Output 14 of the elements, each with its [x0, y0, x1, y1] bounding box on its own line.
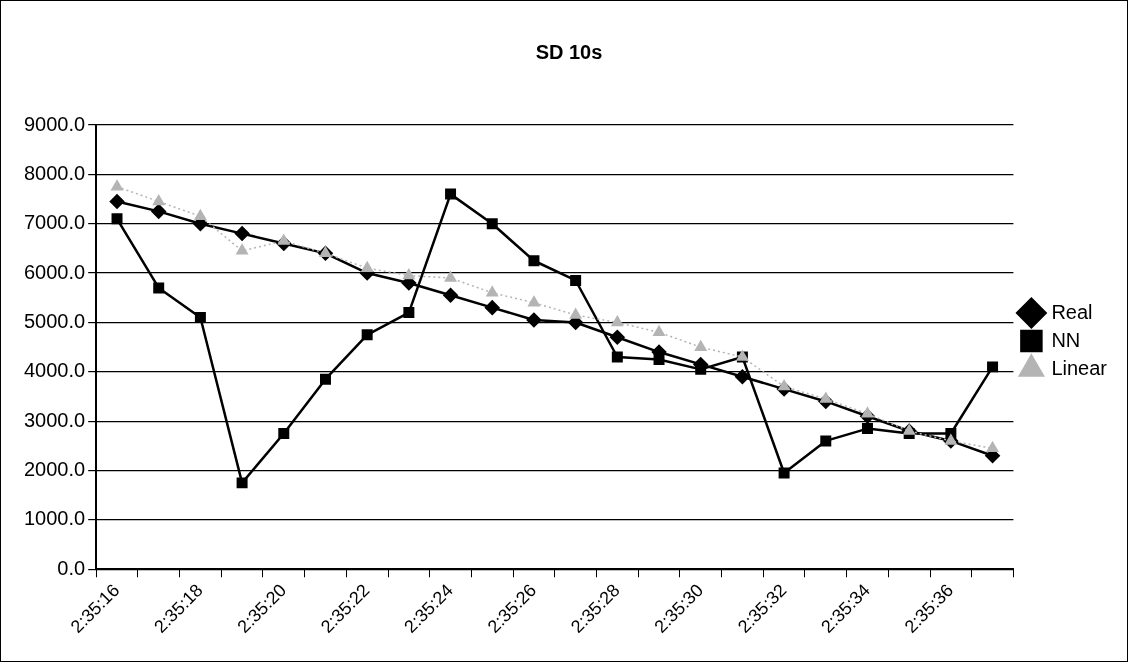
y-tick-label: 9000.0 — [24, 112, 86, 135]
y-tick-label: 3000.0 — [24, 408, 86, 431]
y-tick-label: 7000.0 — [24, 211, 86, 234]
legend-label: Real — [1051, 300, 1093, 323]
chart-title: SD 10s — [535, 40, 603, 63]
legend-label: Linear — [1051, 356, 1108, 379]
legend-label: NN — [1051, 328, 1081, 351]
y-tick-label: 0.0 — [57, 556, 86, 579]
y-tick-label: 5000.0 — [24, 309, 86, 332]
y-tick-label: 4000.0 — [24, 359, 86, 382]
y-tick-label: 1000.0 — [24, 507, 86, 530]
y-tick-label: 8000.0 — [24, 161, 86, 184]
y-tick-label: 6000.0 — [24, 260, 86, 283]
y-tick-label: 2000.0 — [24, 458, 86, 481]
